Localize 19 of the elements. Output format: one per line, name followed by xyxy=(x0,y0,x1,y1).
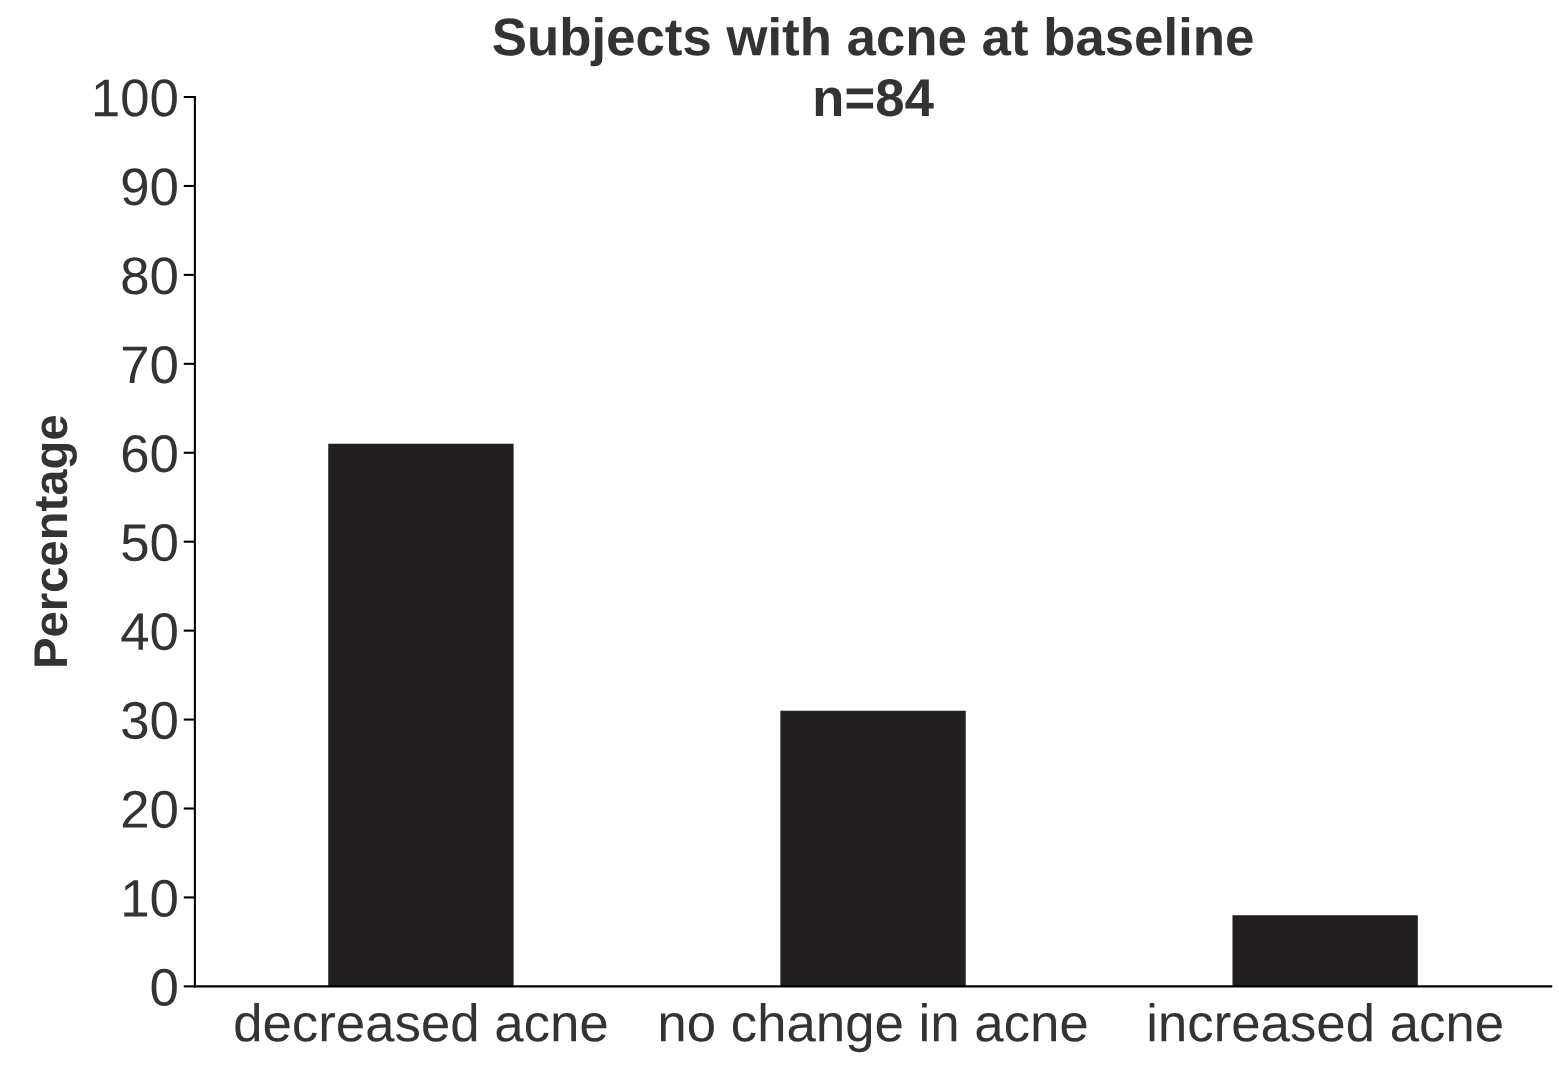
y-tick-label: 50 xyxy=(122,523,177,562)
y-tick-label: 30 xyxy=(122,701,177,740)
bar xyxy=(780,710,966,987)
chart-title: Subjects with acne at baseline n=84 xyxy=(493,16,1253,117)
y-tick-label: 80 xyxy=(122,257,177,295)
y-tick-label: 60 xyxy=(122,435,177,473)
y-tick-label: 0 xyxy=(151,968,177,1007)
y-tick-label: 100 xyxy=(94,79,177,117)
y-tick-label: 90 xyxy=(122,168,177,206)
x-tick-label: no change in acne xyxy=(660,1003,1087,1053)
bar xyxy=(1232,915,1418,987)
y-tick-label: 20 xyxy=(122,790,177,829)
y-tick-label: 40 xyxy=(121,612,177,651)
y-tick-label: 70 xyxy=(122,346,177,384)
bar xyxy=(328,443,514,987)
y-axis-title: Percentage xyxy=(34,416,77,666)
x-tick-label: increased acne xyxy=(1149,1003,1502,1042)
y-tick-label: 10 xyxy=(124,879,177,918)
x-tick-label: decreased acne xyxy=(235,1003,607,1042)
